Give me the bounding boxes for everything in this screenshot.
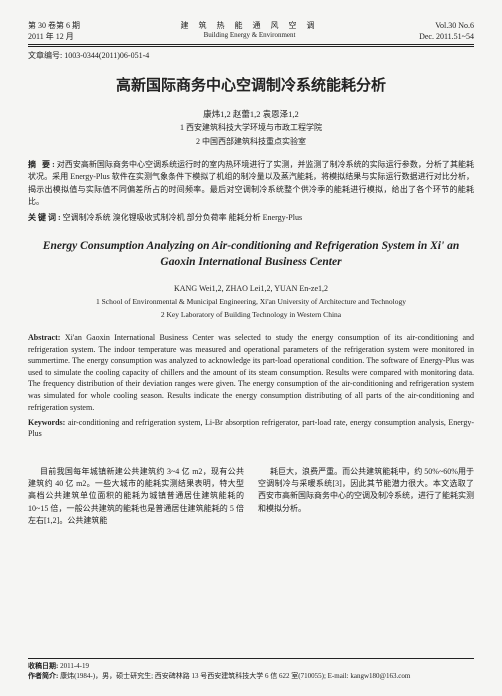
footer-received-label: 收稿日期: (28, 662, 58, 670)
keywords-en-text: air-conditioning and refrigeration syste… (28, 418, 474, 438)
date-en: Dec. 2011.51~54 (419, 31, 474, 42)
abstract-en: Abstract: Xi'an Gaoxin International Bus… (28, 332, 474, 413)
article-id-line: 文章编号: 1003-0344(2011)06-051-4 (28, 50, 474, 61)
keywords-en: Keywords: air-conditioning and refrigera… (28, 417, 474, 439)
footer-author-bio: 作者简介: 康炜(1984-)，男，硕士研究生; 西安碑林路 13 号西安建筑科… (28, 672, 474, 682)
authors-en: KANG Wei1,2, ZHAO Lei1,2, YUAN En-ze1,2 (28, 283, 474, 294)
affiliation-cn-2: 2 中国西部建筑科技重点实验室 (28, 136, 474, 147)
keywords-cn-label: 关键词: (28, 213, 63, 222)
body-columns: 目前我国每年城镇新建公共建筑约 3~4 亿 m2，现有公共建筑约 40 亿 m2… (28, 466, 474, 528)
abstract-en-text: Xi'an Gaoxin International Business Cent… (28, 333, 474, 412)
title-en: Energy Consumption Analyzing on Air-cond… (28, 238, 474, 271)
header-right: Vol.30 No.6 Dec. 2011.51~54 (419, 20, 474, 42)
abstract-en-label: Abstract: (28, 333, 60, 342)
body-para-2: 耗巨大，浪费严重。而公共建筑能耗中，约 50%~60%用于空调制冷与采暖系统[3… (258, 466, 474, 516)
footer-received: 收稿日期: 2011-4-19 (28, 662, 474, 672)
authors-cn: 康炜1,2 赵蕾1,2 袁恩泽1,2 (28, 109, 474, 121)
abstract-cn-label: 摘 要: (28, 160, 57, 169)
keywords-en-label: Keywords: (28, 418, 65, 427)
article-id-value: 1003-0344(2011)06-051-4 (64, 51, 149, 60)
affiliation-cn-1: 1 西安建筑科技大学环境与市政工程学院 (28, 122, 474, 133)
keywords-cn-text: 空调制冷系统 溴化锂吸收式制冷机 部分负荷率 能耗分析 Energy-Plus (63, 213, 302, 222)
body-column-left: 目前我国每年城镇新建公共建筑约 3~4 亿 m2，现有公共建筑约 40 亿 m2… (28, 466, 244, 528)
affiliation-en-2: 2 Key Laboratory of Building Technology … (28, 310, 474, 321)
header-left: 第 30 卷第 6 期 2011 年 12 月 (28, 20, 80, 42)
title-cn: 高新国际商务中心空调制冷系统能耗分析 (28, 76, 474, 97)
body-column-right: 耗巨大，浪费严重。而公共建筑能耗中，约 50%~60%用于空调制冷与采暖系统[3… (258, 466, 474, 528)
rule-thin (28, 46, 474, 47)
journal-title-cn: 建 筑 热 能 通 风 空 调 (80, 20, 419, 31)
footer-author-label: 作者简介: (28, 672, 58, 680)
footer-received-value: 2011-4-19 (58, 662, 89, 670)
volume-en: Vol.30 No.6 (419, 20, 474, 31)
abstract-cn: 摘 要:对西安高新国际商务中心空调系统运行时的室内热环境进行了实测，并监测了制冷… (28, 159, 474, 209)
article-id-label: 文章编号: (28, 51, 62, 60)
keywords-cn: 关键词:空调制冷系统 溴化锂吸收式制冷机 部分负荷率 能耗分析 Energy-P… (28, 212, 474, 223)
body-para-1: 目前我国每年城镇新建公共建筑约 3~4 亿 m2，现有公共建筑约 40 亿 m2… (28, 466, 244, 528)
header-center: 建 筑 热 能 通 风 空 调 Building Energy & Enviro… (80, 20, 419, 42)
affiliation-en-1: 1 School of Environmental & Municipal En… (28, 297, 474, 308)
rule-thick (28, 44, 474, 45)
footer: 收稿日期: 2011-4-19 作者简介: 康炜(1984-)，男，硕士研究生;… (28, 658, 474, 682)
footer-author-value: 康炜(1984-)，男，硕士研究生; 西安碑林路 13 号西安建筑科技大学 6 … (58, 672, 410, 680)
journal-title-en: Building Energy & Environment (80, 31, 419, 41)
date-cn: 2011 年 12 月 (28, 31, 80, 42)
volume-cn: 第 30 卷第 6 期 (28, 20, 80, 31)
page-header: 第 30 卷第 6 期 2011 年 12 月 建 筑 热 能 通 风 空 调 … (28, 20, 474, 42)
abstract-cn-text: 对西安高新国际商务中心空调系统运行时的室内热环境进行了实测，并监测了制冷系统的实… (28, 160, 474, 206)
